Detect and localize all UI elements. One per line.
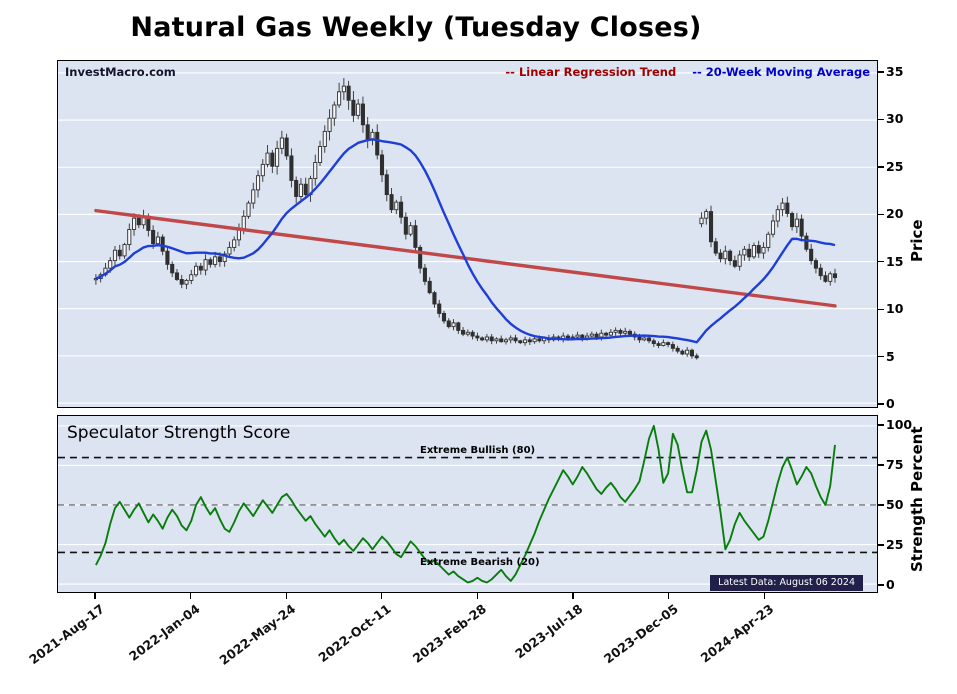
price-tick-mark [878,308,884,310]
x-tick-label: 2022-Oct-11 [315,601,394,666]
price-tick-mark [878,213,884,215]
x-tick-label: 2023-Feb-28 [410,601,490,666]
x-tick-label: 2021-Aug-17 [26,601,108,668]
price-tick-mark [878,118,884,121]
price-tick-label: 30 [886,111,904,127]
x-tick-label: 2023-Jul-18 [511,601,586,662]
price-tick-label: 5 [886,348,895,364]
price-tick-mark [878,166,884,168]
price-tick-mark [878,71,884,73]
x-tick-mark [668,593,670,599]
extreme-bearish-label: Extreme Bearish (20) [420,557,540,568]
strength-tick-mark [878,464,884,466]
x-tick-mark [572,593,574,599]
x-tick-label: 2022-May-24 [216,601,299,668]
strength-panel-title: Speculator Strength Score [67,423,291,443]
x-tick-mark [381,593,383,599]
strength-tick-label: 50 [886,497,904,512]
x-tick-label: 2022-Jan-04 [126,601,203,664]
strength-panel: Speculator Strength Score Extreme Bullis… [57,415,878,593]
x-tick-label: 2023-Dec-05 [600,601,681,667]
legend: -- Linear Regression Trend -- 20-Week Mo… [505,65,870,79]
price-panel: InvestMacro.com -- Linear Regression Tre… [57,60,878,408]
price-tick-label: 35 [886,64,904,79]
price-grid [58,72,877,404]
strength-tick-label: 25 [886,537,904,552]
price-axis-title: Price [908,219,926,262]
x-tick-label: 2024-Apr-23 [697,601,777,666]
watermark: InvestMacro.com [65,65,176,79]
extreme-bullish-label: Extreme Bullish (80) [420,445,536,456]
price-tick-mark [878,403,884,405]
price-tick-label: 0 [886,396,895,411]
strength-tick-mark [878,504,884,506]
legend-item-ma: -- 20-Week Moving Average [692,65,870,79]
price-tick-label: 10 [886,301,904,317]
price-tick-label: 15 [886,253,904,269]
x-tick-mark [190,593,192,599]
strength-tick-label: 75 [886,457,904,472]
strength-tick-mark [878,584,884,586]
strength-axis-title: Strength Percent [908,426,926,572]
x-tick-mark [94,593,96,599]
strength-score-line [95,424,836,584]
latest-data-badge: Latest Data: August 06 2024 [710,575,863,591]
price-tick-label: 25 [886,158,904,174]
page-title: Natural Gas Weekly (Tuesday Closes) [130,12,702,43]
strength-tick-label: 100 [886,417,913,432]
price-tick-label: 20 [886,206,904,222]
strength-chart-svg [58,424,877,585]
x-tick-mark [763,593,765,599]
price-tick-mark [878,355,884,358]
strength-tick-mark [878,424,884,426]
legend-item-trend: -- Linear Regression Trend [505,65,677,79]
strength-tick-mark [878,544,884,546]
x-tick-mark [476,593,479,599]
strength-tick-label: 0 [886,577,895,592]
price-tick-mark [878,261,884,263]
x-tick-mark [285,593,287,599]
ma20-line [95,138,836,344]
price-chart-svg [58,72,877,404]
